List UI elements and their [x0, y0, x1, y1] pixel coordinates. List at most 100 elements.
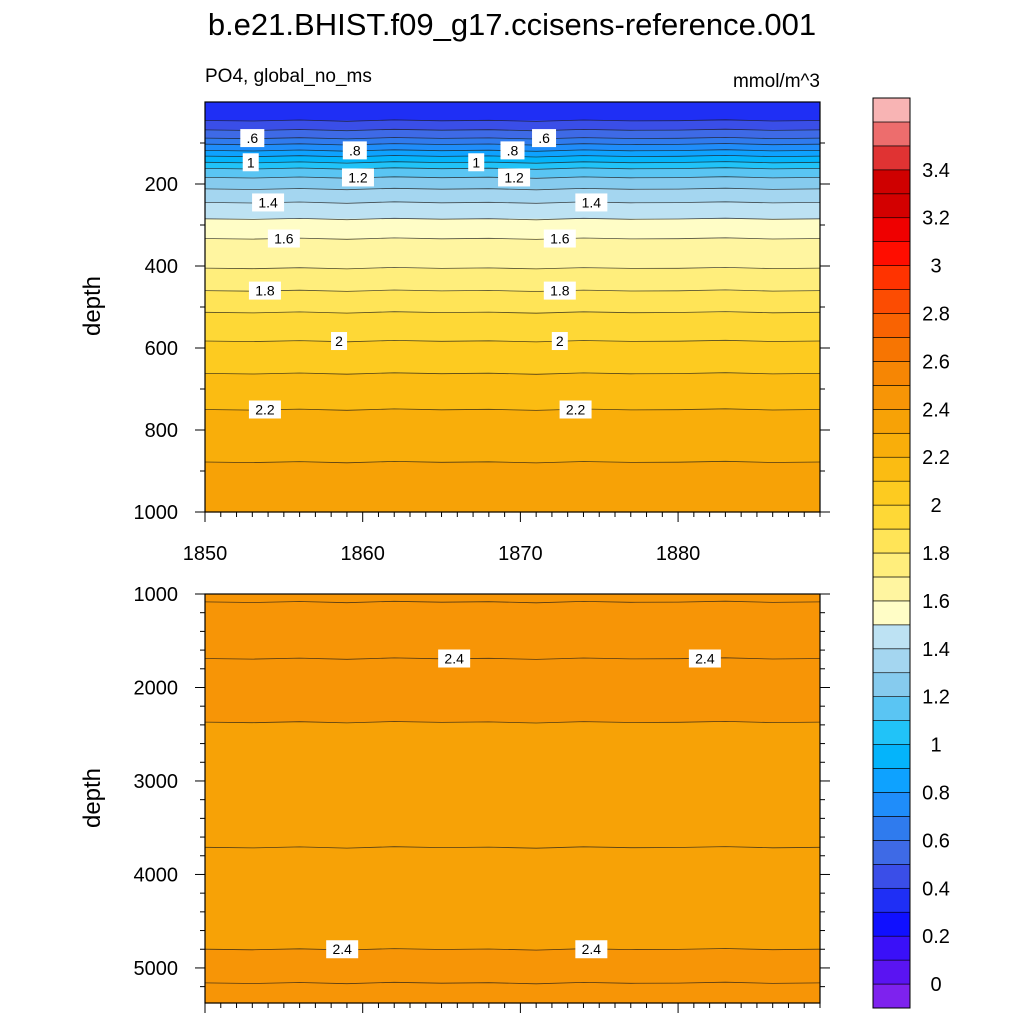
colorbar-swatch [872, 744, 911, 769]
y-tick-label: 1000 [134, 584, 179, 606]
contour-label-box [438, 649, 471, 668]
colorbar-swatch [872, 241, 911, 266]
contour-label-box [331, 332, 348, 351]
colorbar-swatch [872, 313, 911, 338]
colorbar-swatch [872, 983, 911, 1009]
plot-frame [204, 593, 821, 1004]
colorbar-swatch [872, 648, 911, 674]
contour-band [205, 722, 820, 848]
contour-band [205, 102, 820, 122]
contour-label: .6 [538, 130, 550, 146]
colorbar-swatch [872, 792, 911, 817]
colorbar-swatch [872, 456, 911, 482]
colorbar-frame [872, 97, 911, 1009]
colorbar-swatch [872, 217, 911, 242]
lower-panel: 2.4 2.4 2.4 2.4 1000 2000 3000 4000 5000 [134, 584, 830, 1013]
x-tick-label: 1860 [340, 543, 385, 565]
contour-label: .8 [507, 142, 519, 158]
colorbar-swatch [872, 672, 911, 697]
colorbar-swatch [872, 432, 911, 458]
colorbar-swatch [872, 121, 911, 147]
colorbar-label: 0.8 [922, 782, 950, 804]
contour-label: 1.8 [255, 283, 275, 299]
colorbar-label: 2.8 [922, 304, 950, 326]
y-axis-label-lower: depth [79, 768, 106, 828]
colorbar-swatch [872, 840, 911, 865]
contour-band [205, 120, 820, 131]
colorbar-label: 2.6 [922, 351, 950, 373]
colorbar-swatch [872, 600, 911, 626]
contour-label: 1 [247, 154, 255, 170]
contour-band [205, 188, 820, 204]
y-axis-label-upper: depth [79, 276, 106, 336]
contour-band [205, 238, 820, 269]
x-tick-label: 1850 [183, 543, 228, 565]
contour-line [204, 408, 821, 411]
y-tick-label: 600 [145, 338, 178, 360]
contour-label: 1.8 [550, 283, 570, 299]
contour-line [204, 981, 821, 985]
contour-line [204, 311, 821, 314]
colorbar-label: 2 [930, 495, 941, 517]
chart-title: b.e21.BHIST.f09_g17.ccisens-reference.00… [208, 7, 816, 42]
colorbar-swatch [872, 169, 911, 195]
contour-line [204, 217, 821, 221]
colorbar-label: 3.4 [922, 160, 950, 182]
contour-line [204, 128, 821, 132]
contour-label-box [341, 168, 374, 187]
colorbar-swatch [872, 552, 911, 578]
contour-band [205, 218, 820, 240]
contour-label-box [252, 193, 285, 212]
colorbar-swatch [872, 504, 911, 530]
contour-label: 2.4 [332, 941, 352, 957]
contour-label-box [575, 940, 608, 959]
contour-line [204, 237, 821, 240]
colorbar-label: 2.2 [922, 447, 950, 469]
colorbar-swatch [872, 337, 911, 362]
colorbar-swatch [872, 193, 911, 219]
y-tick-label: 200 [145, 174, 178, 196]
upper-panel: .6 .6 .8 .8 1 1 1.2 1.2 1.4 1.4 1.6 1.6 1.8 1.8 2 2 2.2 2… [134, 101, 830, 565]
contour-line [204, 119, 821, 122]
colorbar-swatch [872, 97, 911, 123]
colorbar-label: 0.2 [922, 926, 950, 948]
contour-line [204, 136, 821, 140]
colorbar-swatch [872, 576, 911, 602]
contour-label-box [543, 281, 576, 300]
colorbar-swatch [872, 720, 911, 745]
contour-label: 1 [472, 154, 480, 170]
colorbar-swatch [872, 864, 911, 889]
colorbar-swatch [872, 887, 911, 913]
colorbar-label: 0 [930, 974, 941, 996]
colorbar-swatch [872, 935, 911, 961]
colorbar-swatch [872, 911, 911, 937]
colorbar-swatch [872, 289, 911, 314]
colorbar-swatch [872, 480, 911, 506]
subtitle-right: mmol/m^3 [733, 71, 820, 92]
contour-band [205, 847, 820, 950]
contour-line [204, 289, 821, 292]
subtitle-left: PO4, global_no_ms [205, 66, 372, 87]
contour-band [205, 156, 820, 163]
contour-label: 1.6 [550, 231, 570, 247]
contour-label: 2 [335, 333, 343, 349]
colorbar-label: 1.4 [922, 639, 950, 661]
y-tick-label: 5000 [134, 958, 179, 980]
contour-label: 2.4 [695, 651, 715, 667]
contour-line [204, 372, 821, 375]
contour-label-box [248, 281, 281, 300]
contour-band [205, 409, 820, 463]
y-tick-label: 400 [145, 256, 178, 278]
contour-line [204, 187, 821, 191]
contour-label: .8 [349, 142, 361, 158]
contour-label: 1.4 [258, 194, 278, 210]
contour-label: 2.4 [444, 651, 464, 667]
contour-label-box [559, 400, 592, 419]
colorbar-label: 1.2 [922, 687, 950, 709]
contour-label-box [248, 400, 281, 419]
colorbar-label: 1 [930, 735, 941, 757]
colorbar-swatch [872, 959, 911, 985]
colorbar-swatch [872, 816, 911, 841]
contour-label-box [326, 940, 359, 959]
